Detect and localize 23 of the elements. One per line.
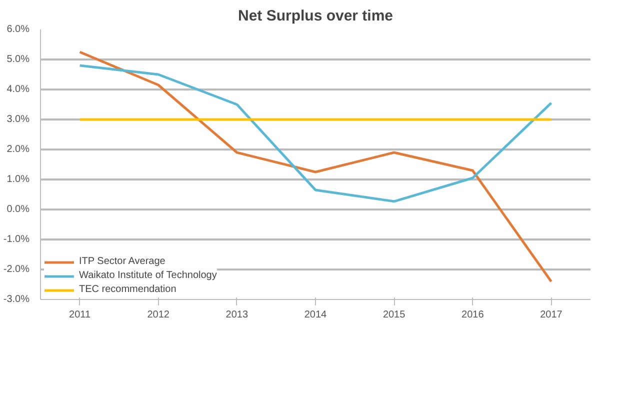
- y-tick-label: -1.0%: [3, 234, 30, 245]
- y-tick-label: 6.0%: [6, 24, 30, 35]
- y-tick-label: 5.0%: [6, 54, 30, 65]
- x-tick-label: 2014: [304, 310, 328, 320]
- y-tick-label: 1.0%: [6, 174, 30, 185]
- x-tick-label: 2012: [147, 310, 170, 320]
- x-tick-label: 2011: [69, 310, 91, 320]
- y-tick-label: 3.0%: [6, 114, 30, 125]
- legend-label: TEC recommendation: [79, 284, 176, 295]
- y-tick-label: -2.0%: [3, 264, 30, 275]
- x-tick-label: 2017: [540, 310, 563, 320]
- x-tick-label: 2015: [382, 310, 406, 320]
- line-series: [78, 64, 552, 203]
- x-tick-label: 2013: [226, 310, 248, 320]
- y-tick-label: 0.0%: [6, 204, 30, 215]
- y-tick-label: 2.0%: [6, 144, 30, 155]
- legend-label: Waikato Institute of Technology: [79, 270, 217, 281]
- x-tick-label: 2016: [462, 310, 484, 320]
- chart-title: Net Surplus over time: [238, 8, 394, 24]
- line-series: [78, 50, 552, 283]
- legend-label: ITP Sector Average: [79, 256, 166, 267]
- y-tick-label: 4.0%: [6, 84, 30, 95]
- y-tick-label: -3.0%: [3, 294, 30, 305]
